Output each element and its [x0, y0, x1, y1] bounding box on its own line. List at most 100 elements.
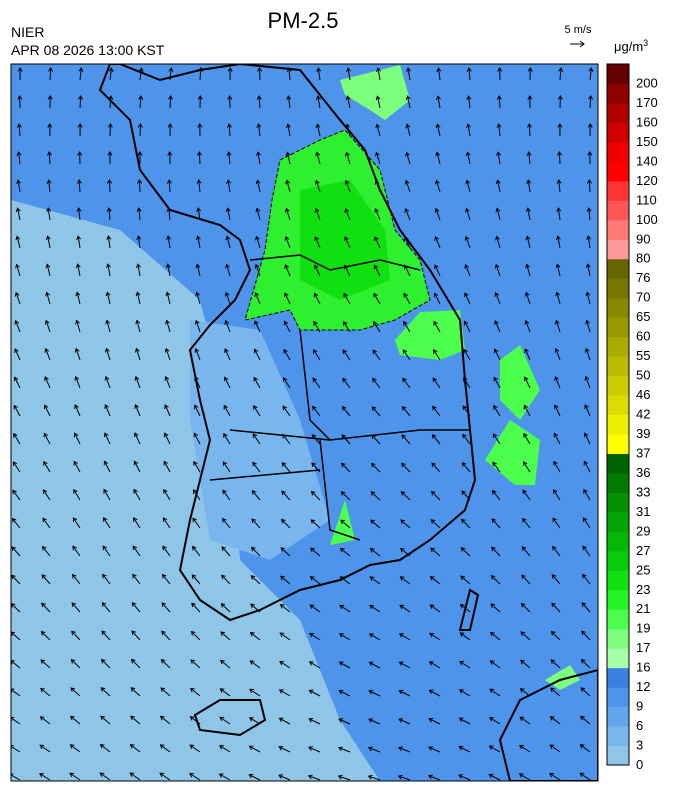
wind-arrow	[12, 461, 21, 473]
wind-arrow	[284, 235, 291, 249]
wind-arrow	[255, 235, 261, 249]
wind-arrow	[524, 348, 531, 361]
wind-arrow	[432, 377, 441, 389]
wind-arrow	[129, 772, 141, 781]
wind-arrow	[163, 460, 171, 473]
wind-arrow	[286, 95, 292, 109]
wind-arrow	[433, 349, 441, 361]
wind-arrow	[580, 715, 591, 725]
wind-arrow	[339, 576, 351, 585]
wind-arrow	[131, 630, 141, 641]
wind-arrow	[494, 263, 501, 277]
wind-arrow	[433, 320, 441, 333]
wind-arrow	[104, 432, 111, 445]
wind-arrow	[279, 604, 291, 613]
wind-arrow	[557, 123, 563, 137]
wind-arrow	[405, 95, 411, 109]
wind-arrow	[136, 235, 142, 249]
wind-arrow	[463, 376, 471, 389]
wind-arrow	[338, 661, 351, 669]
wind-arrow	[430, 519, 441, 529]
wind-arrow	[579, 772, 591, 781]
wind-arrow	[435, 151, 441, 165]
wind-arrow	[582, 517, 591, 529]
wind-arrow	[219, 688, 231, 697]
wind-arrow	[17, 95, 23, 109]
wind-arrow	[286, 67, 292, 81]
wind-arrow	[314, 236, 321, 249]
colorbar-segment	[607, 297, 629, 318]
wind-arrow	[76, 235, 82, 249]
colorbar-label: 23	[636, 582, 650, 597]
wind-arrow	[225, 207, 231, 221]
colorbar-segment	[607, 102, 629, 123]
wind-arrow	[464, 263, 471, 277]
wind-arrow	[337, 774, 351, 781]
wind-arrow	[491, 489, 501, 501]
wind-arrow	[195, 235, 201, 249]
wind-arrow	[315, 151, 321, 165]
wind-arrow	[227, 67, 233, 81]
wind-arrow	[192, 517, 201, 529]
wind-arrow	[254, 320, 261, 333]
wind-arrow	[463, 320, 471, 333]
wind-arrow	[43, 460, 51, 473]
wind-arrow	[192, 489, 201, 501]
colorbar-label: 29	[636, 523, 650, 538]
wind-arrow	[345, 151, 351, 165]
wind-arrow	[428, 717, 441, 725]
wind-arrow	[283, 348, 291, 361]
wind-arrow	[194, 376, 201, 389]
wind-arrow	[279, 660, 291, 669]
wind-arrow	[404, 179, 411, 193]
wind-arrow	[39, 716, 51, 725]
wind-arrow	[397, 746, 411, 753]
wind-arrow	[104, 375, 111, 389]
wind-arrow	[403, 320, 411, 333]
wind-arrow	[190, 630, 201, 641]
wind-arrow	[460, 547, 471, 557]
wind-arrow	[106, 235, 112, 249]
colorbar-label: 65	[636, 309, 650, 324]
colorbar-label: 33	[636, 484, 650, 499]
wind-arrow	[256, 95, 262, 109]
wind-arrow	[48, 67, 54, 81]
wind-arrow	[189, 773, 201, 781]
colorbar-segment	[607, 687, 629, 708]
wind-arrow	[108, 95, 114, 109]
wind-arrow	[191, 545, 201, 557]
wind-arrow	[520, 659, 531, 669]
wind-arrow	[343, 292, 351, 305]
wind-arrow	[160, 687, 171, 697]
wind-arrow	[493, 376, 501, 389]
wind-arrow	[41, 545, 51, 557]
colorbar-label: 16	[636, 660, 650, 675]
wind-arrow	[315, 95, 321, 109]
colorbar-segment	[607, 667, 629, 688]
wind-arrow	[103, 460, 111, 473]
wind-arrow	[13, 432, 21, 445]
colorbar-segment	[607, 726, 629, 747]
wind-arrow	[458, 689, 471, 697]
wind-arrow	[557, 95, 563, 109]
wind-arrow	[164, 347, 171, 361]
wind-arrow	[43, 404, 51, 417]
wind-arrow	[459, 603, 471, 613]
wind-arrow	[586, 207, 592, 221]
wind-arrow	[198, 67, 204, 81]
wind-arrow	[13, 404, 21, 417]
wind-arrow	[77, 151, 83, 165]
wind-arrow	[340, 462, 351, 473]
wind-arrow	[399, 547, 411, 557]
wind-arrow	[78, 95, 84, 109]
colorbar-segment	[607, 122, 629, 143]
wind-arrow	[160, 658, 171, 669]
wind-arrow	[163, 488, 171, 501]
wind-arrow	[45, 291, 51, 305]
wind-arrow	[525, 263, 531, 277]
green-area	[485, 420, 540, 485]
wind-arrow	[256, 123, 262, 137]
jeju-island	[193, 699, 267, 737]
wind-arrow	[226, 179, 232, 193]
colorbar-label: 60	[636, 329, 650, 344]
